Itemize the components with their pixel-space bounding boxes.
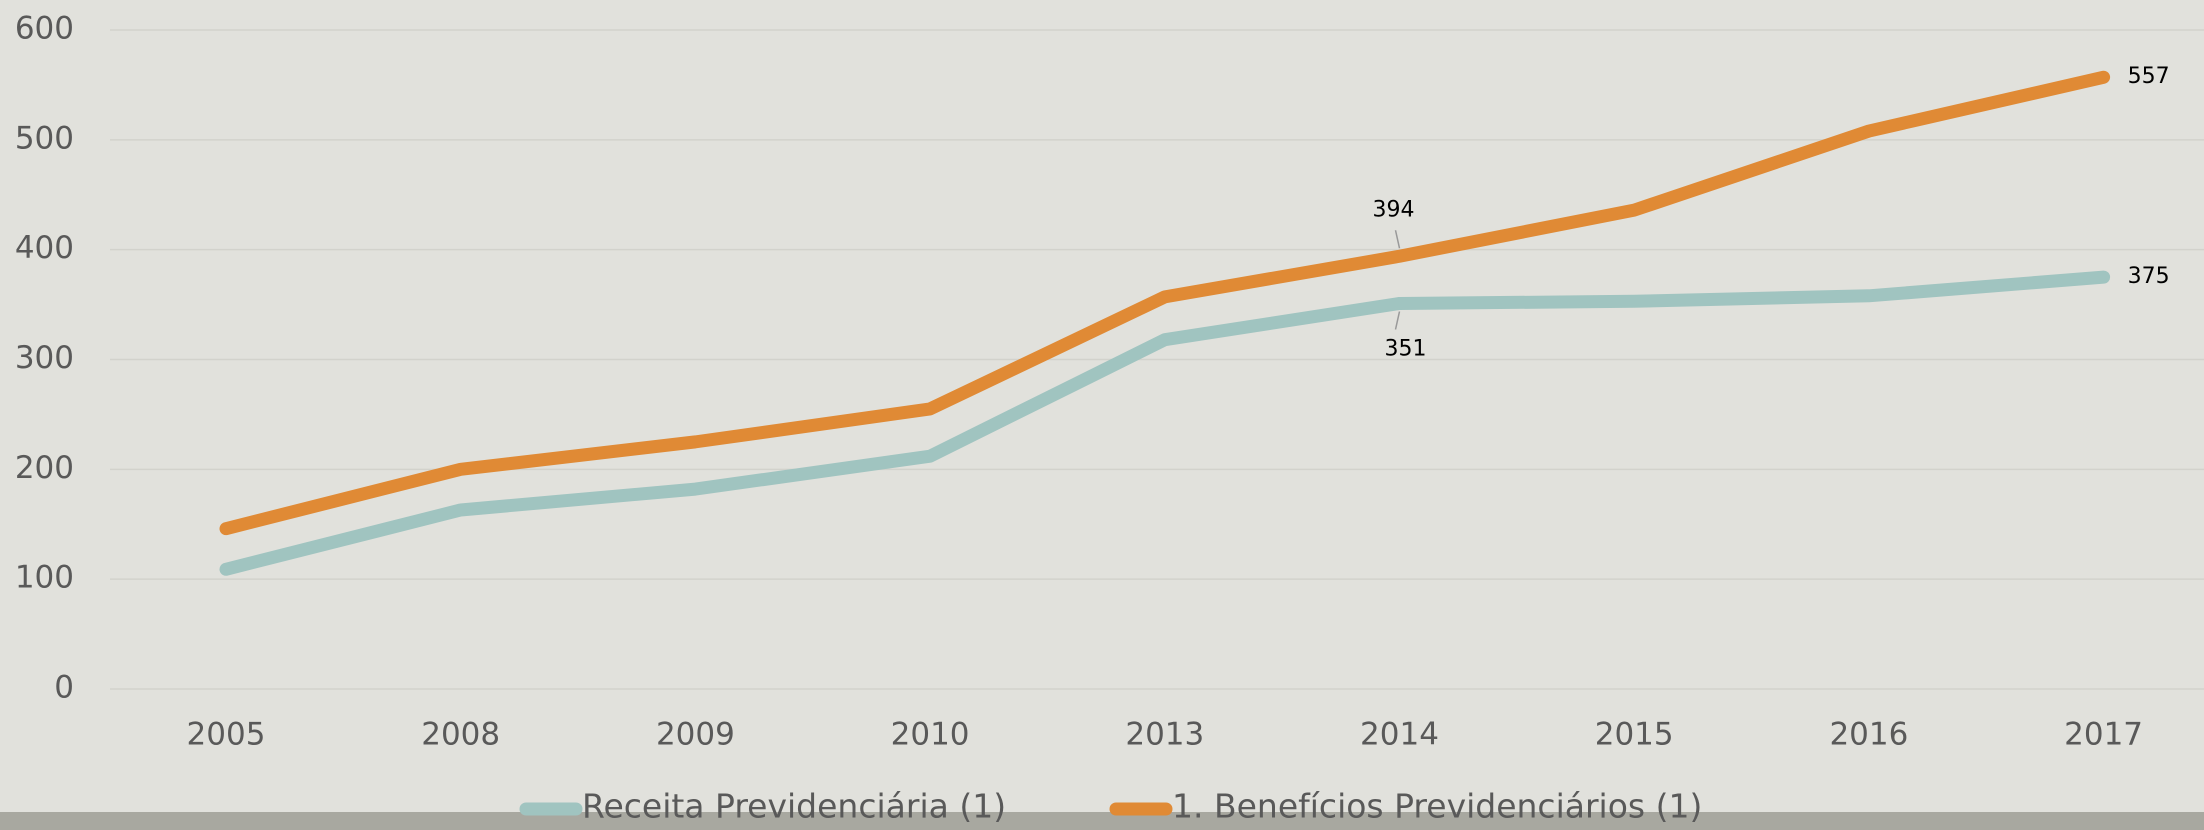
y-tick-label: 500 — [15, 120, 74, 156]
y-tick-label: 300 — [15, 340, 74, 376]
data-label: 351 — [1385, 336, 1427, 361]
leader-line — [1394, 230, 1401, 249]
line-series — [219, 70, 2111, 536]
line-series — [219, 270, 2111, 576]
y-tick-label: 100 — [15, 560, 74, 596]
x-tick-label: 2010 — [891, 717, 970, 753]
data-label: 557 — [2128, 64, 2170, 89]
x-tick-label: 2017 — [2064, 717, 2143, 753]
x-tick-label: 2009 — [656, 717, 735, 753]
y-tick-label: 0 — [54, 670, 74, 706]
x-tick-label: 2005 — [187, 717, 266, 753]
data-label: 394 — [1373, 197, 1415, 222]
leader-line — [1394, 311, 1401, 330]
x-tick-label: 2008 — [421, 717, 500, 753]
x-tick-label: 2014 — [1360, 717, 1439, 753]
legend-label: 1. Benefícios Previdenciários (1) — [1172, 787, 1702, 826]
y-tick-label: 600 — [15, 11, 74, 47]
y-tick-label: 400 — [15, 230, 74, 266]
y-tick-label: 200 — [15, 450, 74, 486]
legend-label: Receita Previdenciária (1) — [582, 787, 1006, 826]
x-tick-label: 2015 — [1595, 717, 1674, 753]
x-tick-label: 2013 — [1125, 717, 1204, 753]
data-label: 375 — [2128, 264, 2170, 289]
x-tick-label: 2016 — [1829, 717, 1908, 753]
bottom-bar — [0, 812, 2204, 830]
